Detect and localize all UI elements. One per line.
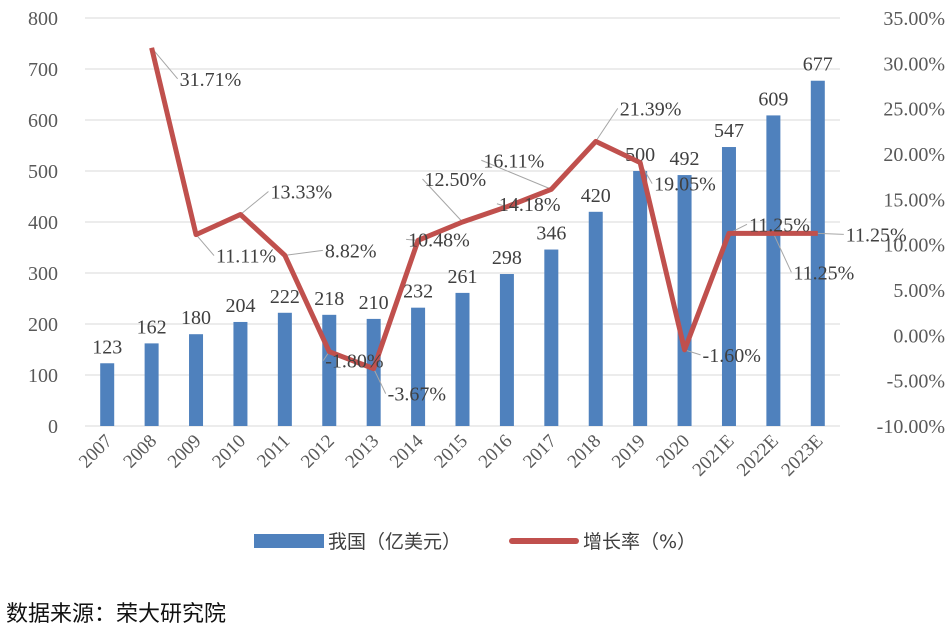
bar <box>233 321 248 426</box>
bar <box>677 175 692 426</box>
svg-text:218: 218 <box>314 288 344 310</box>
svg-text:200: 200 <box>28 314 58 336</box>
bar <box>100 363 115 426</box>
svg-text:2008: 2008 <box>119 431 161 473</box>
svg-text:800: 800 <box>28 8 58 30</box>
svg-text:600: 600 <box>28 110 58 132</box>
svg-text:-5.00%: -5.00% <box>887 371 945 393</box>
bar <box>144 343 159 426</box>
bar <box>411 307 426 426</box>
svg-text:2023E: 2023E <box>777 431 827 481</box>
svg-text:609: 609 <box>758 88 788 110</box>
svg-text:2019: 2019 <box>608 431 650 473</box>
leader-lines <box>151 47 844 394</box>
svg-text:5.00%: 5.00% <box>893 280 945 302</box>
svg-text:162: 162 <box>137 316 167 338</box>
svg-text:-3.67%: -3.67% <box>388 384 446 406</box>
bar <box>277 312 292 426</box>
bar <box>721 147 736 426</box>
svg-text:12.50%: 12.50% <box>425 169 487 191</box>
svg-text:11.25%: 11.25% <box>793 262 854 284</box>
svg-text:400: 400 <box>28 212 58 234</box>
svg-text:2015: 2015 <box>430 431 472 473</box>
right-axis-ticks: -10.00% -5.00% 0.00% 5.00% 10.00% 15.00% 20.00… <box>877 8 945 438</box>
combo-chart: 0 100 200 300 400 500 600 700 800 -10.00% -5.00% 0… <box>28 8 945 481</box>
svg-text:2013: 2013 <box>341 431 383 473</box>
bar <box>588 211 603 426</box>
svg-text:232: 232 <box>403 281 433 303</box>
svg-text:10.48%: 10.48% <box>408 229 470 251</box>
svg-text:2018: 2018 <box>564 431 606 473</box>
svg-text:25.00%: 25.00% <box>883 99 945 121</box>
svg-text:300: 300 <box>28 263 58 285</box>
svg-text:500: 500 <box>28 161 58 183</box>
svg-text:0: 0 <box>48 416 58 438</box>
legend-bar-label: 我国（亿美元） <box>327 531 461 553</box>
bar <box>499 274 514 426</box>
svg-text:2012: 2012 <box>297 431 339 473</box>
bar <box>189 334 204 426</box>
svg-text:100: 100 <box>28 365 58 387</box>
svg-text:-10.00%: -10.00% <box>877 416 945 438</box>
svg-text:8.82%: 8.82% <box>325 240 377 262</box>
legend-item-line: 增长率（%） <box>508 527 697 554</box>
legend-line-label: 增长率（%） <box>582 531 697 553</box>
svg-text:14.18%: 14.18% <box>499 194 561 216</box>
bar <box>633 171 648 426</box>
svg-text:2009: 2009 <box>164 431 206 473</box>
svg-text:11.11%: 11.11% <box>216 246 276 268</box>
legend: 我国（亿美元） 增长率（%） <box>0 527 950 554</box>
svg-text:547: 547 <box>714 120 744 142</box>
svg-text:-1.60%: -1.60% <box>703 345 761 367</box>
svg-text:700: 700 <box>28 59 58 81</box>
growth-rate-line <box>149 47 818 372</box>
line-swatch-icon <box>508 537 579 544</box>
bar <box>455 292 470 426</box>
bar-swatch-icon <box>253 533 324 548</box>
source-note: 数据来源：荣大研究院 <box>6 602 227 627</box>
legend-item-bar: 我国（亿美元） <box>253 527 461 554</box>
bar <box>810 80 825 426</box>
svg-text:21.39%: 21.39% <box>620 98 682 120</box>
bar <box>544 249 559 426</box>
svg-text:2010: 2010 <box>208 431 250 473</box>
svg-text:2017: 2017 <box>519 431 561 473</box>
svg-text:30.00%: 30.00% <box>883 53 945 75</box>
svg-text:210: 210 <box>359 292 389 314</box>
bar-series <box>100 80 825 426</box>
svg-text:13.33%: 13.33% <box>270 181 332 203</box>
svg-text:2014: 2014 <box>386 430 428 472</box>
bar <box>366 318 381 426</box>
svg-text:204: 204 <box>225 295 255 317</box>
svg-text:10.00%: 10.00% <box>883 235 945 257</box>
svg-text:677: 677 <box>803 54 833 76</box>
svg-text:2016: 2016 <box>475 431 517 473</box>
svg-text:346: 346 <box>536 223 566 245</box>
svg-text:222: 222 <box>270 286 300 308</box>
svg-text:-1.80%: -1.80% <box>325 351 383 373</box>
svg-text:180: 180 <box>181 307 211 329</box>
svg-text:20.00%: 20.00% <box>883 144 945 166</box>
svg-text:2007: 2007 <box>75 431 117 473</box>
svg-text:420: 420 <box>581 185 611 207</box>
svg-text:492: 492 <box>670 148 700 170</box>
bar <box>766 115 781 426</box>
left-axis-ticks: 0 100 200 300 400 500 600 700 800 <box>28 8 58 438</box>
x-axis-labels: 2007 2008 2009 2010 2011 2012 2013 2014 2015 2016… <box>75 430 827 480</box>
svg-text:16.11%: 16.11% <box>483 150 544 172</box>
svg-text:11.25%: 11.25% <box>846 224 907 246</box>
svg-text:15.00%: 15.00% <box>883 189 945 211</box>
svg-text:0.00%: 0.00% <box>893 325 945 347</box>
svg-text:19.05%: 19.05% <box>654 174 716 196</box>
svg-text:298: 298 <box>492 247 522 269</box>
svg-text:11.25%: 11.25% <box>749 214 810 236</box>
svg-text:31.71%: 31.71% <box>180 69 242 91</box>
svg-text:123: 123 <box>92 336 122 358</box>
svg-text:261: 261 <box>448 266 478 288</box>
svg-text:35.00%: 35.00% <box>883 8 945 30</box>
svg-text:2011: 2011 <box>253 431 294 472</box>
svg-text:2021E: 2021E <box>689 431 739 481</box>
line-data-labels: 31.71% 11.11% 13.33% 8.82% -1.80%-3.67% 10.48… <box>180 69 907 406</box>
svg-text:2022E: 2022E <box>733 431 783 481</box>
